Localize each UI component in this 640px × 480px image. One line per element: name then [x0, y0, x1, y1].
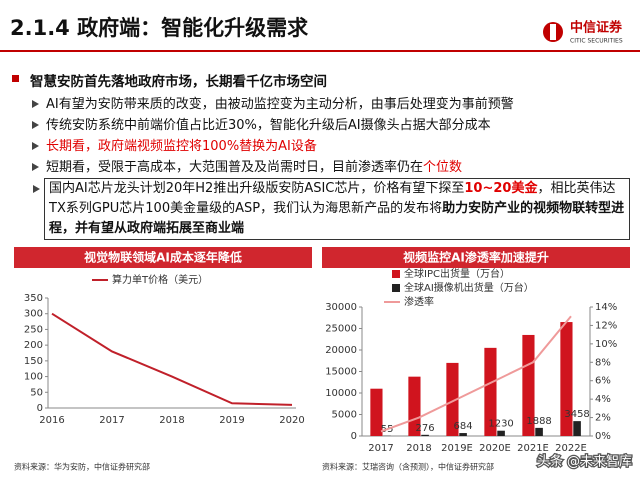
y2-tick-label: 2% [595, 413, 611, 424]
legend-label: 渗透率 [404, 295, 434, 308]
x-tick-label: 2018 [159, 415, 184, 426]
bar [421, 434, 429, 436]
logo-mark [550, 24, 556, 40]
chart-header [322, 247, 630, 268]
bullet-text: 10~20美金 [464, 181, 538, 196]
bullet-item: 长期看，政府端视频监控将100%替换为AI设备 [10, 136, 630, 157]
bar [446, 362, 459, 436]
y-tick-label: 30000 [325, 302, 357, 313]
y-tick-label: 25000 [325, 324, 357, 335]
bullet-text: 传统安防系统中前端价值占比近30%，智能化升级后AI摄像头占据大部分成本 [46, 118, 491, 133]
x-tick-label: 2017 [368, 443, 393, 454]
slide-title: 2.1.4 政府端：智能化升级需求 [10, 16, 309, 40]
value-label: 1888 [526, 416, 551, 427]
bullet-item: 传统安防系统中前端价值占比近30%，智能化升级后AI摄像头占据大部分成本 [10, 115, 630, 136]
bullet-text: ，相比英伟达TX系列GPU芯片100美金量级的ASP，我们认为海思新产品的发布将 [49, 181, 616, 216]
line [51, 312, 293, 406]
bar [370, 388, 383, 436]
bullet-item: 国内AI芯片龙头计划20年H2推出升级版安防ASIC芯片，价格有望下探至10~2… [33, 178, 630, 240]
value-label: 684 [454, 421, 473, 432]
chart-title: 视频监控AI渗透率加速提升 [403, 250, 549, 265]
bullets: 智慧安防首先落地政府市场，长期看千亿市场空间 AI有望为安防带来质的改变，由被动… [10, 70, 630, 240]
bar [522, 334, 535, 436]
x-tick-label: 2016 [39, 415, 64, 426]
y2-tick-label: 12% [595, 320, 617, 331]
value-label: 3458 [564, 409, 589, 420]
y-tick-label: 350 [24, 293, 43, 304]
y2-tick-label: 10% [595, 339, 617, 350]
bullet-text: AI有望为安防带来质的改变，由被动监控变为主动分析，由事后处理变为事前预警 [46, 97, 514, 112]
bullet-text: 个位数 [423, 160, 463, 175]
legend-swatch [392, 270, 400, 278]
x-tick-label: 2020E [479, 443, 511, 454]
x-tick-label: 2018 [406, 443, 431, 454]
legend-label: 全球AI摄像机出货量（万台） [404, 281, 534, 294]
legend-swatch [392, 284, 400, 292]
y-tick-label: 5000 [332, 410, 357, 421]
chart-header [14, 247, 312, 268]
bullet-item: AI有望为安防带来质的改变，由被动监控变为主动分析，由事后处理变为事前预警 [10, 94, 630, 115]
y2-tick-label: 8% [595, 357, 611, 368]
bar [497, 430, 505, 436]
bullet-text: 国内AI芯片龙头计划20年H2推出升级版安防ASIC芯片，价格有望下探至 [49, 181, 465, 196]
logo-text: 中信证券 [570, 20, 623, 36]
bar [535, 427, 543, 436]
bullet-heading: 智慧安防首先落地政府市场，长期看千亿市场空间 [10, 70, 630, 90]
y2-tick-label: 0% [595, 431, 611, 442]
y-tick-label: 250 [24, 324, 43, 335]
y2-tick-label: 14% [595, 302, 617, 313]
y-tick-label: 15000 [325, 367, 357, 378]
bullet-text: 助力安防产业的视频物联转型进程，并有望从政府端拓展至商业端 [49, 201, 625, 236]
chart-source: 资料来源：艾瑞咨询（含预测），中信证券研究部 [322, 462, 494, 472]
y2-tick-label: 6% [595, 376, 611, 387]
x-tick-label: 2020 [279, 415, 304, 426]
y-tick-label: 150 [24, 356, 43, 367]
y-tick-label: 50 [30, 387, 43, 398]
y-tick-label: 20000 [325, 345, 357, 356]
y-tick-label: 10000 [325, 388, 357, 399]
y-tick-label: 200 [24, 340, 43, 351]
y-tick-label: 100 [24, 372, 43, 383]
bullet-item: 短期看，受限于高成本，大范围普及及尚需时日，目前渗透率仍在个位数 [10, 157, 630, 178]
bar [560, 322, 573, 436]
x-tick-label: 2019 [219, 415, 244, 426]
watermark: 头条 @未来智库 [537, 454, 632, 470]
x-tick-label: 2021E [517, 443, 549, 454]
chart-source: 资料来源：华为安防，中信证券研究部 [14, 462, 150, 472]
value-label: 1230 [488, 419, 513, 430]
legend-label: 算力单T价格（美元） [112, 273, 208, 286]
logo-text: CITIC SECURITIES [570, 38, 623, 45]
bullet-text: 长期看，政府端视频监控将100%替换为AI设备 [46, 139, 317, 154]
value-label: 276 [416, 423, 435, 434]
line [380, 315, 572, 433]
bullet-text: 短期看，受限于高成本，大范围普及及尚需时日，目前渗透率仍在 [46, 160, 424, 175]
legend-label: 全球IPC出货量（万台） [404, 267, 510, 280]
y-tick-label: 0 [37, 403, 43, 414]
x-tick-label: 2017 [99, 415, 124, 426]
title-rule [0, 50, 640, 52]
y2-tick-label: 4% [595, 394, 611, 405]
y-tick-label: 300 [24, 309, 43, 320]
bar [573, 421, 581, 436]
x-tick-label: 2019E [441, 443, 473, 454]
bar [484, 347, 497, 436]
y-tick-label: 0 [351, 431, 357, 442]
chart-title: 视觉物联领域AI成本逐年降低 [84, 250, 242, 265]
bar [459, 433, 467, 436]
x-tick-label: 2022E [555, 443, 587, 454]
